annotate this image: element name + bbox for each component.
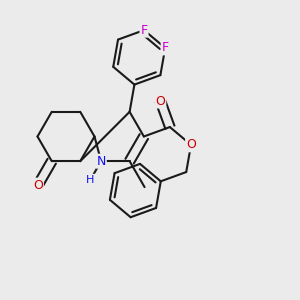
Text: O: O [155, 94, 165, 108]
Text: O: O [186, 138, 196, 151]
Text: F: F [162, 41, 169, 54]
Text: N: N [96, 155, 106, 168]
Text: O: O [33, 178, 43, 192]
Text: F: F [140, 24, 148, 37]
Text: H: H [86, 175, 94, 185]
